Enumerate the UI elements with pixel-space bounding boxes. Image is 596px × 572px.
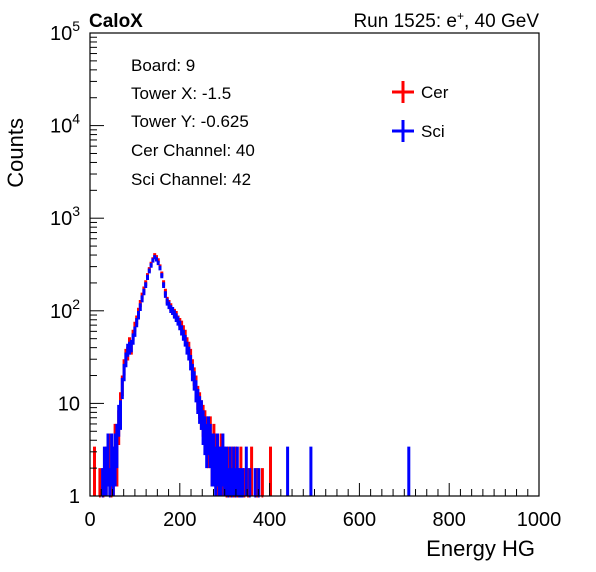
brand-label: CaloX xyxy=(89,11,143,32)
y-tick-label: 10 xyxy=(58,393,80,415)
x-tick-label: 400 xyxy=(253,509,286,531)
x-axis: 0 200 400 600 800 1000 xyxy=(84,483,561,531)
y-tick-label: 1 xyxy=(69,486,80,508)
x-tick-label: 0 xyxy=(84,509,95,531)
y-axis-title: Counts xyxy=(3,118,28,188)
y-tick-label: 104 xyxy=(50,111,80,138)
legend-label-sci: Sci xyxy=(421,122,445,141)
y-axis: 1 10 102 103 104 105 xyxy=(50,18,104,508)
legend-entry-cer: Cer xyxy=(392,81,449,103)
x-tick-label: 200 xyxy=(163,509,196,531)
info-tower-y: Tower Y: -0.625 xyxy=(131,112,249,131)
info-board: Board: 9 xyxy=(131,56,195,75)
x-tick-label: 800 xyxy=(433,509,466,531)
y-tick-label: 105 xyxy=(50,18,80,45)
legend-label-cer: Cer xyxy=(421,83,449,102)
y-tick-label: 103 xyxy=(50,203,80,230)
info-sci-channel: Sci Channel: 42 xyxy=(131,170,251,189)
x-tick-label: 600 xyxy=(343,509,376,531)
info-box-background xyxy=(122,46,292,198)
y-tick-label: 102 xyxy=(50,296,80,323)
run-label: Run 1525: e+, 40 GeV xyxy=(353,9,539,32)
info-cer-channel: Cer Channel: 40 xyxy=(131,141,255,160)
x-axis-title: Energy HG xyxy=(426,536,535,561)
info-box: Board: 9 Tower X: -1.5 Tower Y: -0.625 C… xyxy=(122,46,292,198)
x-tick-label: 1000 xyxy=(517,509,562,531)
info-tower-x: Tower X: -1.5 xyxy=(131,84,231,103)
legend: Cer Sci xyxy=(392,81,449,142)
legend-entry-sci: Sci xyxy=(392,120,445,142)
